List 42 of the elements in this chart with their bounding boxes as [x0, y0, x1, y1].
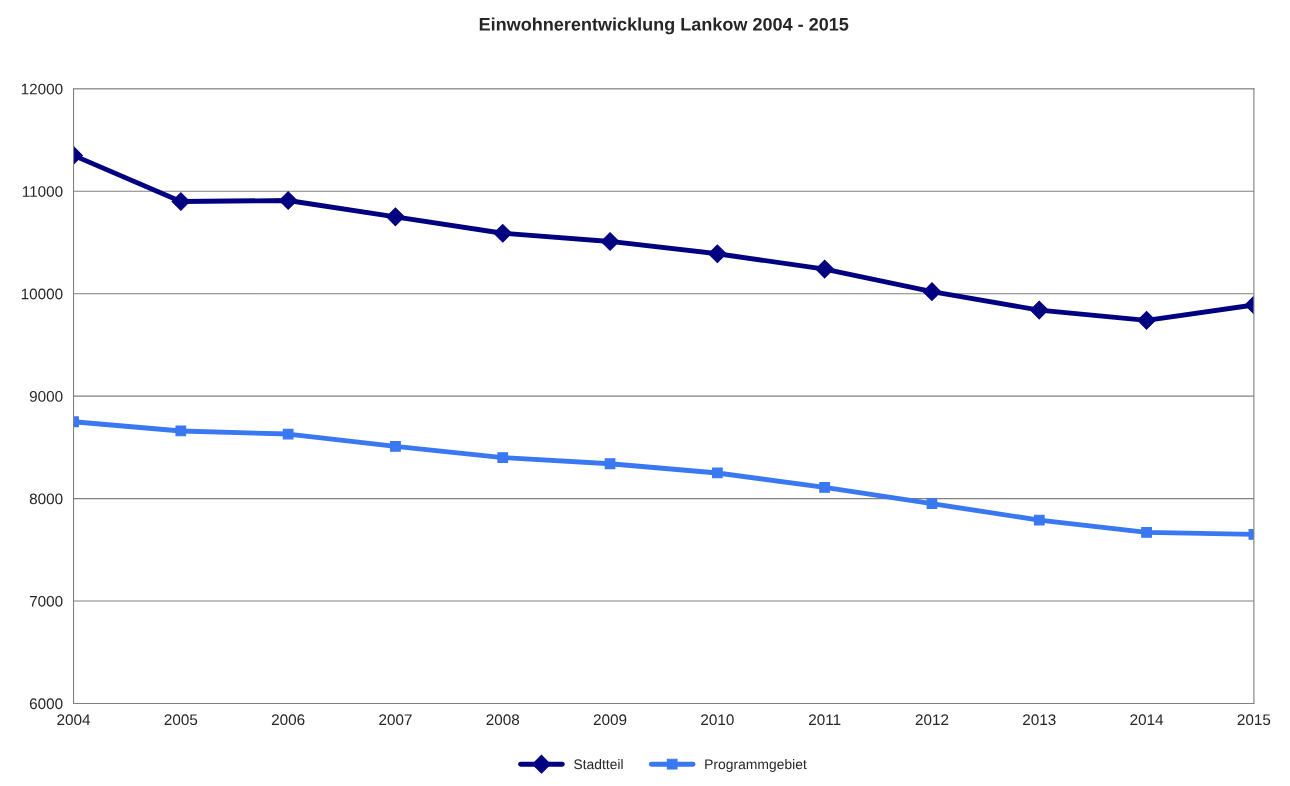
y-tick-label: 8000	[29, 493, 63, 505]
point	[604, 458, 616, 470]
point	[1137, 310, 1156, 330]
point	[708, 244, 727, 264]
point	[278, 191, 298, 210]
y-tick-label: 11000	[22, 186, 63, 197]
chart-title: Einwohnerentwicklung Lankow 2004 - 2015	[479, 17, 849, 35]
x-tick-label: 2014	[1130, 714, 1164, 726]
x-tick-label: 2004	[57, 714, 91, 726]
point	[175, 425, 187, 437]
point	[497, 452, 509, 463]
point	[390, 440, 401, 452]
point	[926, 498, 938, 510]
point	[493, 223, 513, 243]
point	[1141, 527, 1152, 538]
point	[386, 207, 405, 227]
x-tick-label: 2011	[809, 714, 841, 726]
y-tick-label: 6000	[29, 698, 63, 710]
point	[815, 259, 835, 279]
y-tick-label: 10000	[21, 288, 63, 300]
y-tick-label: 7000	[29, 595, 63, 607]
y-tick-label: 9000	[29, 391, 63, 402]
point	[1029, 300, 1049, 320]
legend-label: Programmgebiet	[705, 759, 807, 772]
x-tick-label: 2010	[701, 714, 734, 726]
point	[1033, 514, 1045, 526]
point	[282, 428, 294, 440]
x-tick-label: 2012	[915, 714, 949, 726]
x-tick-label: 2007	[379, 714, 412, 726]
y-tick-label: 12000	[21, 83, 63, 95]
x-tick-label: 2015	[1237, 714, 1271, 726]
x-tick-label: 2009	[593, 714, 627, 726]
x-tick-label: 2008	[486, 714, 520, 726]
point	[171, 192, 191, 211]
legend-label: Stadtteil	[574, 759, 623, 770]
x-tick-label: 2005	[164, 714, 198, 726]
x-tick-label: 2013	[1023, 714, 1056, 726]
x-tick-label: 2006	[271, 714, 305, 726]
point	[922, 282, 942, 302]
point	[711, 467, 723, 479]
point	[819, 481, 831, 493]
point	[600, 232, 620, 251]
